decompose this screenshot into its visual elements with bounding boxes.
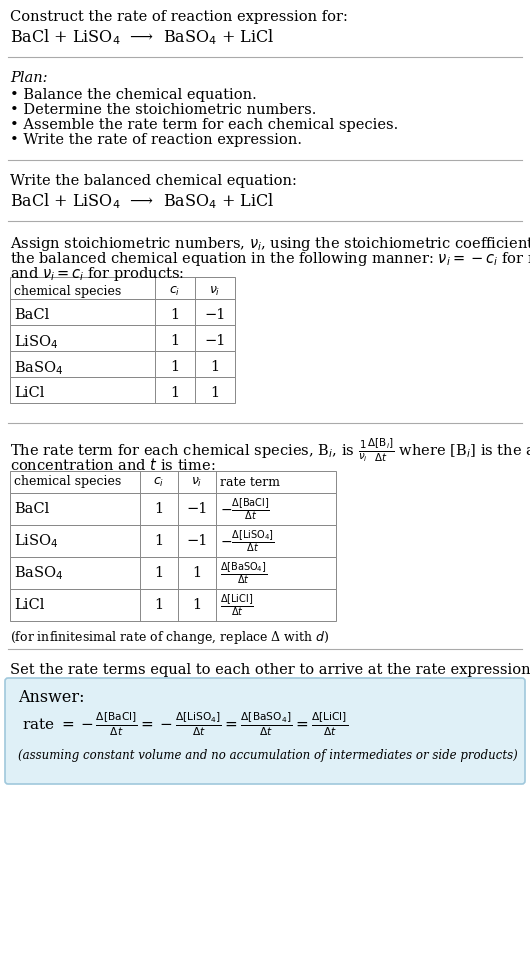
Bar bbox=[10, 525, 336, 557]
Text: • Assemble the rate term for each chemical species.: • Assemble the rate term for each chemic… bbox=[10, 118, 398, 132]
Bar bbox=[10, 351, 235, 377]
Text: rate term: rate term bbox=[220, 475, 280, 489]
Text: $c_i$: $c_i$ bbox=[153, 475, 165, 489]
Text: BaCl + LiSO$_4$  ⟶  BaSO$_4$ + LiCl: BaCl + LiSO$_4$ ⟶ BaSO$_4$ + LiCl bbox=[10, 27, 275, 47]
Text: Construct the rate of reaction expression for:: Construct the rate of reaction expressio… bbox=[10, 10, 348, 24]
Bar bbox=[10, 277, 235, 299]
Text: 1: 1 bbox=[171, 308, 180, 321]
Text: chemical species: chemical species bbox=[14, 475, 121, 489]
Text: LiCl: LiCl bbox=[14, 386, 45, 399]
Text: 1: 1 bbox=[171, 386, 180, 399]
Text: $c_i$: $c_i$ bbox=[170, 284, 181, 298]
Bar bbox=[10, 493, 336, 525]
Text: 1: 1 bbox=[154, 502, 164, 516]
Text: Plan:: Plan: bbox=[10, 71, 48, 85]
Text: BaCl: BaCl bbox=[14, 502, 49, 516]
Bar bbox=[10, 377, 235, 403]
Text: BaCl: BaCl bbox=[14, 308, 49, 321]
Text: concentration and $t$ is time:: concentration and $t$ is time: bbox=[10, 457, 216, 473]
Text: 1: 1 bbox=[210, 359, 219, 374]
Text: 1: 1 bbox=[210, 386, 219, 399]
Text: LiSO$_4$: LiSO$_4$ bbox=[14, 532, 58, 550]
FancyBboxPatch shape bbox=[5, 678, 525, 784]
Bar bbox=[10, 325, 235, 351]
Text: 1: 1 bbox=[154, 534, 164, 548]
Bar bbox=[10, 299, 235, 325]
Text: $\frac{\Delta[\mathrm{BaSO_4}]}{\Delta t}$: $\frac{\Delta[\mathrm{BaSO_4}]}{\Delta t… bbox=[220, 560, 267, 586]
Bar bbox=[10, 471, 336, 493]
Text: chemical species: chemical species bbox=[14, 284, 121, 297]
Text: $-\frac{\Delta[\mathrm{BaCl}]}{\Delta t}$: $-\frac{\Delta[\mathrm{BaCl}]}{\Delta t}… bbox=[220, 496, 270, 522]
Text: LiSO$_4$: LiSO$_4$ bbox=[14, 334, 58, 352]
Text: LiCl: LiCl bbox=[14, 598, 45, 612]
Text: and $\nu_i = c_i$ for products:: and $\nu_i = c_i$ for products: bbox=[10, 265, 184, 283]
Text: $\frac{\Delta[\mathrm{LiCl}]}{\Delta t}$: $\frac{\Delta[\mathrm{LiCl}]}{\Delta t}$ bbox=[220, 592, 254, 618]
Text: • Determine the stoichiometric numbers.: • Determine the stoichiometric numbers. bbox=[10, 103, 316, 117]
Text: −1: −1 bbox=[204, 308, 226, 321]
Bar bbox=[10, 557, 336, 589]
Text: Answer:: Answer: bbox=[18, 689, 84, 706]
Text: 1: 1 bbox=[192, 598, 201, 612]
Text: BaSO$_4$: BaSO$_4$ bbox=[14, 359, 64, 378]
Text: the balanced chemical equation in the following manner: $\nu_i = -c_i$ for react: the balanced chemical equation in the fo… bbox=[10, 250, 530, 268]
Text: • Balance the chemical equation.: • Balance the chemical equation. bbox=[10, 88, 257, 102]
Text: • Write the rate of reaction expression.: • Write the rate of reaction expression. bbox=[10, 133, 302, 147]
Text: BaSO$_4$: BaSO$_4$ bbox=[14, 564, 64, 581]
Text: The rate term for each chemical species, B$_i$, is $\frac{1}{\nu_i}\frac{\Delta[: The rate term for each chemical species,… bbox=[10, 437, 530, 465]
Text: BaCl + LiSO$_4$  ⟶  BaSO$_4$ + LiCl: BaCl + LiSO$_4$ ⟶ BaSO$_4$ + LiCl bbox=[10, 191, 275, 210]
Text: Assign stoichiometric numbers, $\nu_i$, using the stoichiometric coefficients, $: Assign stoichiometric numbers, $\nu_i$, … bbox=[10, 235, 530, 253]
Text: −1: −1 bbox=[187, 534, 208, 548]
Text: 1: 1 bbox=[192, 566, 201, 580]
Text: (for infinitesimal rate of change, replace Δ with $d$): (for infinitesimal rate of change, repla… bbox=[10, 629, 330, 646]
Text: 1: 1 bbox=[171, 359, 180, 374]
Text: 1: 1 bbox=[171, 334, 180, 348]
Text: $\nu_i$: $\nu_i$ bbox=[191, 475, 202, 489]
Text: 1: 1 bbox=[154, 566, 164, 580]
Text: 1: 1 bbox=[154, 598, 164, 612]
Text: $\nu_i$: $\nu_i$ bbox=[209, 284, 220, 298]
Text: rate $= -\frac{\Delta[\mathrm{BaCl}]}{\Delta t} = -\frac{\Delta[\mathrm{LiSO_4}]: rate $= -\frac{\Delta[\mathrm{BaCl}]}{\D… bbox=[22, 710, 348, 737]
Bar bbox=[10, 589, 336, 621]
Text: $-\frac{\Delta[\mathrm{LiSO_4}]}{\Delta t}$: $-\frac{\Delta[\mathrm{LiSO_4}]}{\Delta … bbox=[220, 528, 275, 554]
Text: −1: −1 bbox=[187, 502, 208, 516]
Text: −1: −1 bbox=[204, 334, 226, 348]
Text: (assuming constant volume and no accumulation of intermediates or side products): (assuming constant volume and no accumul… bbox=[18, 749, 518, 762]
Text: Write the balanced chemical equation:: Write the balanced chemical equation: bbox=[10, 174, 297, 188]
Text: Set the rate terms equal to each other to arrive at the rate expression:: Set the rate terms equal to each other t… bbox=[10, 663, 530, 677]
